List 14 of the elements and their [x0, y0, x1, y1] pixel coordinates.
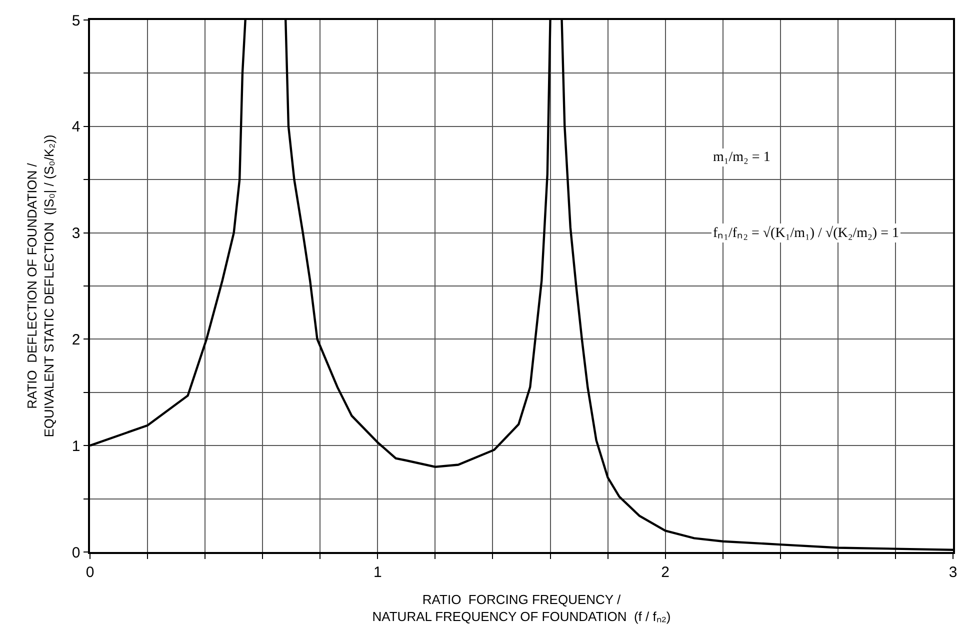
y-tick-label: 5: [72, 12, 80, 30]
x-axis-title: RATIO FORCING FREQUENCY / NATURAL FREQUENCY OF FOUNDATION (f / fₙ₂): [372, 592, 671, 624]
annotation: m₁/m₂ = 1: [713, 150, 770, 165]
x-tick-label: 0: [86, 564, 94, 581]
x-tick-label: 3: [948, 564, 958, 581]
x-tick-label: 1: [374, 564, 382, 581]
y-tick-label: 2: [72, 331, 80, 348]
annotation: fₙ₁/fₙ₂ = √(K₁/m₁) / √(K₂/m₂) = 1: [713, 225, 899, 241]
y-tick-label: 4: [72, 118, 80, 136]
x-tick-label: 2: [661, 564, 670, 581]
y-tick-label: 3: [72, 225, 80, 242]
y-tick-label: 1: [72, 438, 80, 455]
y-axis-title: RATIO DEFLECTION OF FOUNDATION / EQUIVALENT STATIC DEFLECTION (|S₀| / (S₀/K₂)): [24, 134, 56, 438]
y-tick-label: 0: [72, 544, 80, 562]
